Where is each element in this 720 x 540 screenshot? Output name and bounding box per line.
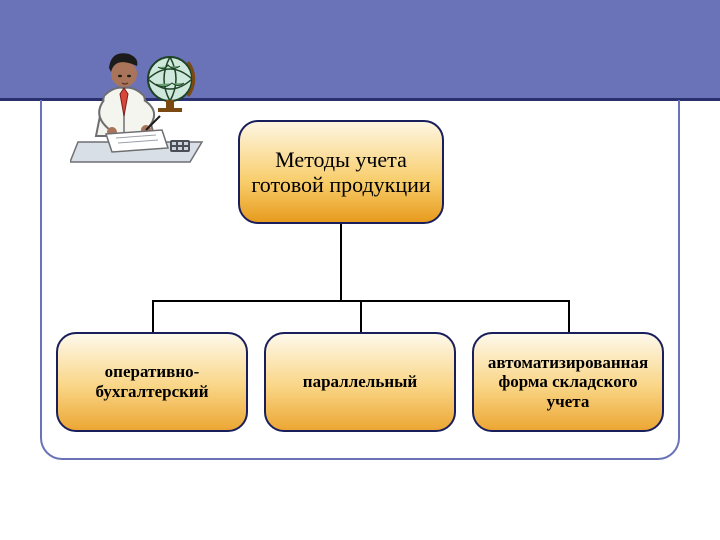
child-node-3-label: автоматизированная форма складского учет… [484, 353, 652, 412]
root-node: Методы учета готовой продукции [238, 120, 444, 224]
connector-drop-3 [568, 300, 570, 332]
child-node-1: оперативно-бухгалтерский [56, 332, 248, 432]
child-node-2: параллельный [264, 332, 456, 432]
connector-trunk [340, 224, 342, 300]
connector-drop-2 [360, 300, 362, 332]
accountant-clipart-icon [70, 44, 210, 174]
child-node-3: автоматизированная форма складского учет… [472, 332, 664, 432]
connector-drop-1 [152, 300, 154, 332]
root-node-label: Методы учета готовой продукции [250, 147, 432, 198]
child-node-2-label: параллельный [303, 372, 417, 392]
child-node-1-label: оперативно-бухгалтерский [68, 362, 236, 401]
